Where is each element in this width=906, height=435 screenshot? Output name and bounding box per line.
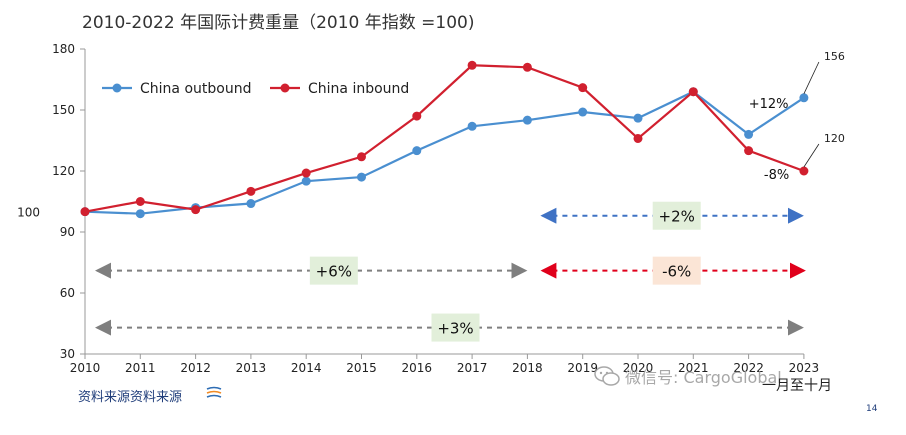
legend: China outbound China inbound (102, 81, 409, 97)
x-tick-label: 2016 (402, 361, 433, 375)
legend-label: China inbound (308, 81, 409, 97)
watermark: 微信号: CargoGlobal (593, 364, 782, 388)
x-tick-label: 2021 (678, 361, 709, 375)
ytd-note: 一月至十月 (762, 378, 832, 394)
data-point (522, 62, 532, 72)
leader-line (803, 143, 820, 168)
y-tick-label: 120 (52, 164, 75, 178)
legend-label: China outbound (140, 81, 251, 97)
span-box (652, 256, 701, 285)
x-tick-label: 2011 (125, 361, 156, 375)
series-lines (80, 60, 809, 219)
data-point (412, 146, 422, 156)
span-label: -6% (662, 263, 691, 281)
span-box (309, 256, 358, 285)
wechat-icon (594, 366, 620, 386)
x-tick-label: 2020 (623, 361, 654, 375)
data-point (301, 168, 311, 178)
x-tick-label: 2015 (346, 361, 377, 375)
series-line-inbound (84, 64, 805, 213)
data-point (633, 133, 643, 143)
data-point (467, 60, 477, 70)
data-point (191, 205, 201, 215)
page-number: 14 (866, 404, 878, 414)
x-tick-label: 2022 (733, 361, 764, 375)
span-label: +2% (659, 208, 695, 226)
span-label: +3% (437, 320, 473, 338)
legend-swatch-dot (280, 83, 290, 93)
data-point (578, 83, 588, 93)
data-point (246, 199, 256, 209)
data-point (412, 111, 422, 121)
pct-label-inbound: -8% (764, 168, 789, 183)
y-tick-label: 150 (52, 103, 75, 117)
y-tick-label: 60 (60, 286, 75, 300)
data-point (80, 207, 90, 217)
data-point (578, 107, 588, 117)
x-tick-label: 2013 (236, 361, 267, 375)
span-arrows: +2% +6% -6% +3% (95, 201, 806, 342)
data-point (799, 166, 809, 176)
span-box (431, 313, 480, 342)
data-point (522, 115, 532, 125)
x-tick-label: 2019 (567, 361, 598, 375)
source-logo-icon (206, 386, 222, 398)
data-point (135, 197, 145, 206)
data-point (135, 209, 145, 219)
data-point (357, 172, 366, 182)
data-point (799, 93, 809, 103)
leader-line (803, 61, 820, 94)
annotations: 156 120 +12% -8% (749, 50, 845, 183)
data-point (357, 152, 366, 162)
x-tick-label: 2010 (70, 361, 101, 375)
pct-label-outbound: +12% (749, 97, 789, 112)
x-tick-label: 2014 (291, 361, 322, 375)
end-label-outbound: 156 (824, 50, 845, 63)
chart-title: 2010-2022 年国际计费重量（2010 年指数 =100) (82, 13, 475, 33)
data-point (301, 176, 311, 186)
y-tick-label: 180 (52, 42, 75, 56)
data-point (744, 129, 754, 139)
data-point (633, 113, 643, 123)
data-point (744, 146, 754, 156)
span-box (652, 201, 701, 230)
y-tick-label: 30 (60, 347, 75, 361)
x-tick-label: 2012 (180, 361, 211, 375)
x-tick-label: 2018 (512, 361, 543, 375)
source-note: 资料来源资料来源 (78, 390, 183, 405)
data-point (688, 87, 698, 97)
span-label: +6% (316, 263, 352, 281)
x-tick-label: 2017 (457, 361, 488, 375)
data-point (246, 186, 256, 196)
watermark-text: 微信号: CargoGlobal (625, 368, 782, 387)
x-tick-label: 2023 (789, 361, 820, 375)
end-label-inbound: 120 (824, 132, 845, 145)
legend-swatch-dot (112, 83, 122, 93)
axes: 30 60 90 120 150 180 100 2010 2011 2012 2013 2014 20… (17, 42, 819, 375)
y-label-100: 100 (17, 206, 40, 220)
y-tick-label: 90 (60, 225, 75, 239)
data-point (467, 121, 477, 131)
series-line-outbound (84, 90, 805, 215)
